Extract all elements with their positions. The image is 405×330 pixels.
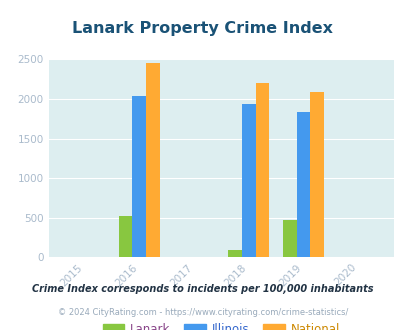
Bar bbox=[118, 216, 132, 257]
Bar bbox=[241, 104, 255, 257]
Bar bbox=[255, 83, 269, 257]
Text: © 2024 CityRating.com - https://www.cityrating.com/crime-statistics/: © 2024 CityRating.com - https://www.city… bbox=[58, 308, 347, 317]
Bar bbox=[132, 96, 145, 257]
Bar bbox=[296, 112, 309, 257]
Bar bbox=[309, 92, 323, 257]
Bar bbox=[228, 250, 241, 257]
Bar bbox=[145, 63, 159, 257]
Bar bbox=[282, 220, 296, 257]
Legend: Lanark, Illinois, National: Lanark, Illinois, National bbox=[98, 319, 344, 330]
Text: Crime Index corresponds to incidents per 100,000 inhabitants: Crime Index corresponds to incidents per… bbox=[32, 284, 373, 294]
Text: Lanark Property Crime Index: Lanark Property Crime Index bbox=[72, 21, 333, 36]
